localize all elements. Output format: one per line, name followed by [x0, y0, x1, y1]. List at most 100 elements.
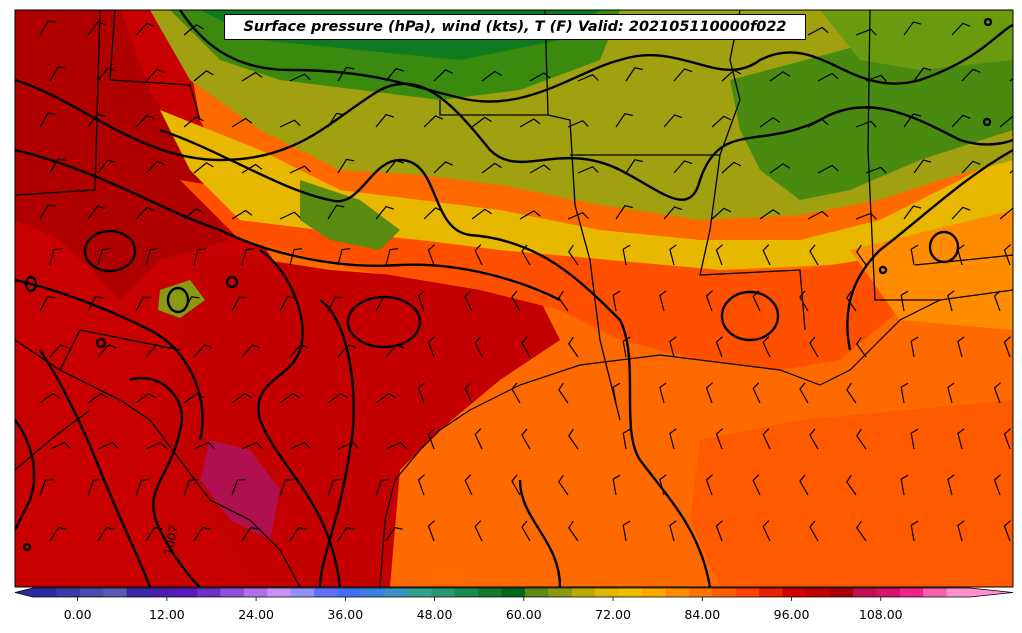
wind-barb	[659, 382, 667, 404]
wind-barb	[97, 344, 117, 358]
wind-barb	[327, 392, 349, 404]
wind-barb	[762, 520, 771, 542]
wind-barb	[769, 71, 791, 82]
wind-barb	[183, 208, 204, 220]
wind-barb	[577, 165, 599, 174]
wind-barb	[957, 336, 965, 358]
wind-barb	[97, 441, 119, 450]
wind-barb	[87, 392, 109, 404]
wind-barb	[711, 115, 732, 128]
wind-barb	[957, 244, 965, 266]
wind-barb	[464, 382, 473, 404]
wind-barb	[241, 441, 263, 450]
wind-barb	[807, 26, 829, 36]
wind-barb	[193, 162, 214, 174]
wind-barb	[183, 392, 205, 404]
wind-barb	[49, 248, 63, 266]
wind-barb	[577, 73, 599, 82]
wind-barb	[471, 116, 492, 128]
wind-barb	[49, 526, 67, 542]
colorbar-swatch	[642, 588, 666, 597]
wind-barb	[910, 428, 919, 450]
wind-barb	[615, 205, 633, 220]
wind-barb	[474, 520, 483, 542]
colorbar-swatch	[595, 588, 620, 597]
wind-barb	[856, 336, 867, 358]
wind-barb	[568, 244, 579, 266]
coastline	[379, 289, 1013, 587]
wind-barb	[327, 112, 345, 128]
wind-barb	[337, 248, 351, 266]
wind-barb	[337, 526, 355, 542]
wind-barb	[612, 382, 621, 404]
colorbar-swatch	[407, 588, 432, 597]
wind-barb	[279, 392, 301, 404]
wind-barb	[39, 296, 56, 312]
wind-barb	[519, 210, 541, 220]
wind-barb	[511, 290, 521, 312]
colorbar-swatch	[946, 588, 971, 597]
wind-barb	[855, 28, 877, 36]
wind-barb	[807, 210, 829, 220]
wind-barb	[183, 24, 204, 36]
wind-barb	[715, 244, 723, 266]
wind-barb	[193, 344, 213, 358]
wind-barb	[231, 209, 253, 220]
colorbar-outline	[14, 587, 1014, 598]
colorbar-swatch	[899, 588, 924, 597]
wind-barb	[903, 21, 922, 36]
wind-barb	[423, 207, 444, 220]
wind-barb	[721, 69, 742, 82]
colorbar-swatch	[759, 588, 784, 597]
wind-barb	[903, 205, 922, 220]
wind-barb	[145, 68, 165, 82]
wind-barb	[385, 67, 404, 82]
wind-barb	[715, 336, 723, 358]
wind-barb	[521, 428, 531, 450]
wind-barb	[87, 113, 106, 128]
wind-barb	[193, 248, 207, 266]
wind-barb	[855, 212, 877, 220]
wind-barb	[87, 479, 102, 496]
colorbar-swatch	[571, 588, 596, 597]
wind-barb	[49, 158, 66, 174]
colorbar-swatch	[267, 588, 292, 597]
wind-barb	[622, 520, 631, 542]
wind-barb	[39, 20, 56, 36]
wind-barb	[567, 211, 589, 220]
wind-barb	[337, 441, 359, 450]
wind-barb	[999, 115, 1013, 128]
wind-barb	[231, 479, 246, 496]
colorbar-tick-label: 36.00	[327, 607, 364, 622]
wind-barb	[135, 22, 155, 36]
wind-barb	[183, 479, 198, 496]
wind-barb	[145, 160, 165, 174]
wind-barb	[903, 113, 922, 128]
wind-barb	[519, 118, 541, 128]
wind-barb	[39, 204, 56, 220]
wind-barb	[145, 526, 163, 542]
wind-barb	[809, 428, 819, 450]
wind-barb	[809, 520, 819, 542]
wind-barb	[961, 68, 981, 82]
wind-barb	[289, 344, 309, 358]
wind-barb	[558, 382, 569, 404]
wind-barb	[900, 290, 909, 312]
wind-barb	[193, 441, 215, 450]
wind-barb	[910, 244, 919, 266]
wind-barb	[529, 164, 551, 174]
wind-barb	[521, 520, 531, 542]
wind-barb	[49, 441, 71, 450]
wind-barb	[705, 382, 713, 404]
wind-barb	[910, 336, 919, 358]
wind-barb	[612, 290, 621, 312]
colorbar-swatch	[220, 588, 245, 597]
colorbar-swatch	[524, 588, 549, 597]
wind-barb	[49, 66, 66, 82]
wind-barb	[289, 248, 303, 266]
wind-barb	[39, 479, 54, 496]
wind-barb	[375, 113, 394, 128]
wind-barb	[417, 474, 425, 496]
wind-barb	[145, 344, 165, 358]
colorbar-swatch	[735, 588, 760, 597]
